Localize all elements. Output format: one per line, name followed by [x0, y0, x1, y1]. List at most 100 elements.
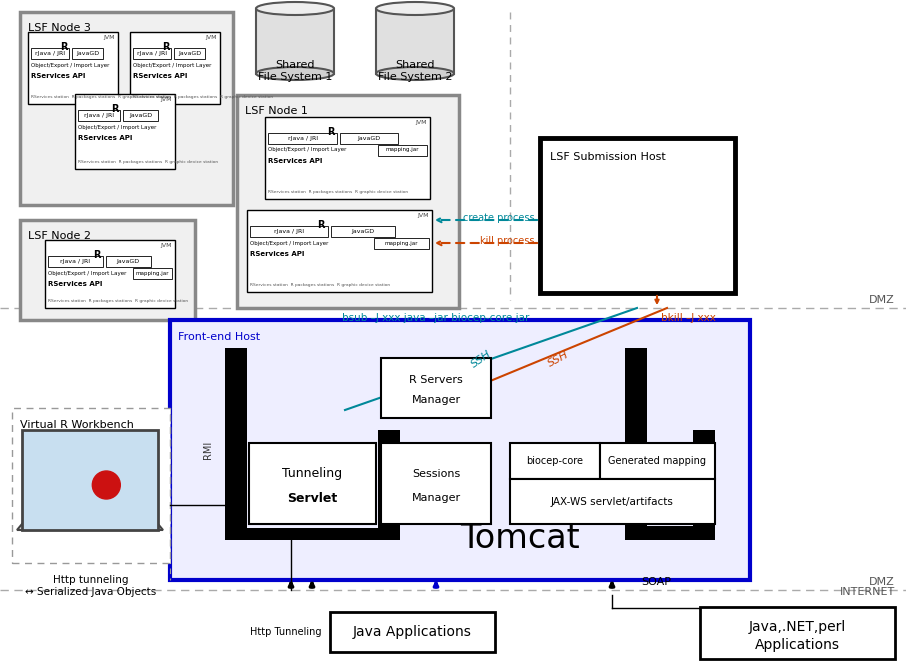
Text: R: R — [327, 127, 334, 137]
Text: JavaGD: JavaGD — [129, 113, 152, 118]
Text: mapping.jar: mapping.jar — [136, 270, 169, 276]
Text: RServices station  R packages stations  R graphic device station: RServices station R packages stations R … — [48, 299, 188, 303]
Text: Manager: Manager — [411, 395, 460, 405]
Bar — [256, 9, 334, 74]
Bar — [133, 48, 171, 59]
Bar — [373, 238, 429, 249]
Ellipse shape — [376, 2, 454, 15]
Bar — [174, 48, 206, 59]
Text: Http tunneling: Http tunneling — [53, 575, 129, 585]
Text: File System 2: File System 2 — [378, 72, 452, 82]
Text: R: R — [61, 42, 68, 52]
Circle shape — [92, 471, 120, 499]
Text: Tunneling: Tunneling — [283, 467, 342, 480]
Text: rJava / JRI: rJava / JRI — [137, 51, 167, 56]
Text: RServices station  R packages stations  R graphic device station: RServices station R packages stations R … — [31, 95, 171, 99]
Bar — [625, 526, 715, 540]
Text: create process: create process — [463, 213, 535, 223]
Bar — [247, 348, 378, 528]
Bar — [600, 443, 715, 480]
Bar — [331, 226, 395, 237]
Text: R: R — [93, 250, 101, 260]
Text: JVM: JVM — [416, 120, 427, 125]
Text: Tomcat: Tomcat — [460, 521, 580, 554]
Bar — [625, 348, 647, 540]
Text: ↔ Serialized Java Objects: ↔ Serialized Java Objects — [25, 587, 157, 597]
Bar — [510, 480, 715, 524]
Text: Http Tunneling: Http Tunneling — [250, 627, 322, 637]
Text: INTERNET: INTERNET — [840, 587, 895, 597]
Text: JavaGD: JavaGD — [352, 229, 375, 234]
Text: Virtual R Workbench: Virtual R Workbench — [20, 420, 134, 430]
Text: kill process: kill process — [480, 236, 535, 246]
Bar — [133, 268, 172, 279]
Text: SSH: SSH — [545, 350, 570, 368]
Text: Sessions: Sessions — [412, 469, 460, 479]
Bar — [341, 133, 398, 144]
Bar — [378, 430, 400, 540]
Text: DMZ: DMZ — [869, 295, 895, 305]
Bar — [381, 443, 491, 524]
Bar — [48, 256, 102, 267]
Text: rJava / JRI: rJava / JRI — [34, 51, 65, 56]
Text: Object/Export / Import Layer: Object/Export / Import Layer — [78, 125, 157, 130]
Text: Object/Export / Import Layer: Object/Export / Import Layer — [31, 62, 110, 68]
Text: Manager: Manager — [411, 493, 460, 503]
Bar — [45, 240, 175, 308]
Text: rJava / JRI: rJava / JRI — [274, 229, 304, 234]
Text: RServices API: RServices API — [250, 251, 304, 257]
Ellipse shape — [256, 67, 334, 80]
Text: RServices station  R packages stations  R graphic device station: RServices station R packages stations R … — [268, 190, 408, 194]
Text: LSF Node 1: LSF Node 1 — [245, 106, 308, 116]
Text: mapping.jar: mapping.jar — [384, 240, 418, 246]
Text: JavaGD: JavaGD — [178, 51, 201, 56]
Text: biocep-core: biocep-core — [526, 456, 583, 466]
Bar — [20, 12, 233, 205]
Bar — [106, 256, 151, 267]
Text: R: R — [162, 42, 169, 52]
Text: rJava / JRI: rJava / JRI — [60, 259, 91, 264]
Bar — [72, 48, 103, 59]
Text: JVM: JVM — [206, 35, 217, 40]
Text: mapping.jar: mapping.jar — [385, 148, 419, 152]
Text: bkill –J xxx: bkill –J xxx — [661, 313, 716, 323]
Bar — [510, 443, 600, 480]
Bar — [268, 133, 337, 144]
Bar — [376, 9, 454, 74]
Text: LSF Submission Host: LSF Submission Host — [550, 152, 666, 162]
Bar — [31, 48, 69, 59]
Polygon shape — [17, 518, 163, 530]
Text: Object/Export / Import Layer: Object/Export / Import Layer — [48, 270, 126, 276]
Text: RServices station  R packages stations  R graphic device station: RServices station R packages stations R … — [133, 95, 273, 99]
Bar — [78, 110, 120, 121]
Text: Front-end Host: Front-end Host — [178, 332, 260, 342]
Text: JVM: JVM — [103, 35, 115, 40]
Text: JVM: JVM — [418, 213, 429, 218]
Bar — [22, 430, 158, 530]
Bar — [250, 226, 328, 237]
Bar — [249, 443, 376, 524]
Text: bsub –J xxx java –jar biocep-core.jar: bsub –J xxx java –jar biocep-core.jar — [342, 313, 529, 323]
Text: Object/Export / Import Layer: Object/Export / Import Layer — [250, 240, 328, 246]
Bar — [237, 95, 459, 308]
Bar — [540, 138, 735, 293]
Text: R: R — [111, 104, 119, 114]
Bar — [247, 210, 432, 292]
Bar — [20, 220, 195, 320]
Text: File System 1: File System 1 — [258, 72, 333, 82]
Text: RServices station  R packages stations  R graphic device station: RServices station R packages stations R … — [78, 160, 218, 164]
Bar — [130, 32, 220, 104]
Text: Object/Export / Import Layer: Object/Export / Import Layer — [133, 62, 211, 68]
Text: JavaGD: JavaGD — [117, 259, 140, 264]
Bar — [225, 348, 247, 540]
Text: Applications: Applications — [755, 638, 840, 652]
Bar — [381, 358, 491, 418]
Text: RServices API: RServices API — [133, 73, 188, 79]
Text: RServices API: RServices API — [31, 73, 85, 79]
Text: Generated mapping: Generated mapping — [609, 456, 707, 466]
Text: Shared: Shared — [275, 60, 314, 70]
Text: RServices API: RServices API — [78, 135, 132, 141]
Bar — [225, 526, 400, 540]
Text: R: R — [317, 220, 324, 230]
Text: JavaGD: JavaGD — [76, 51, 99, 56]
